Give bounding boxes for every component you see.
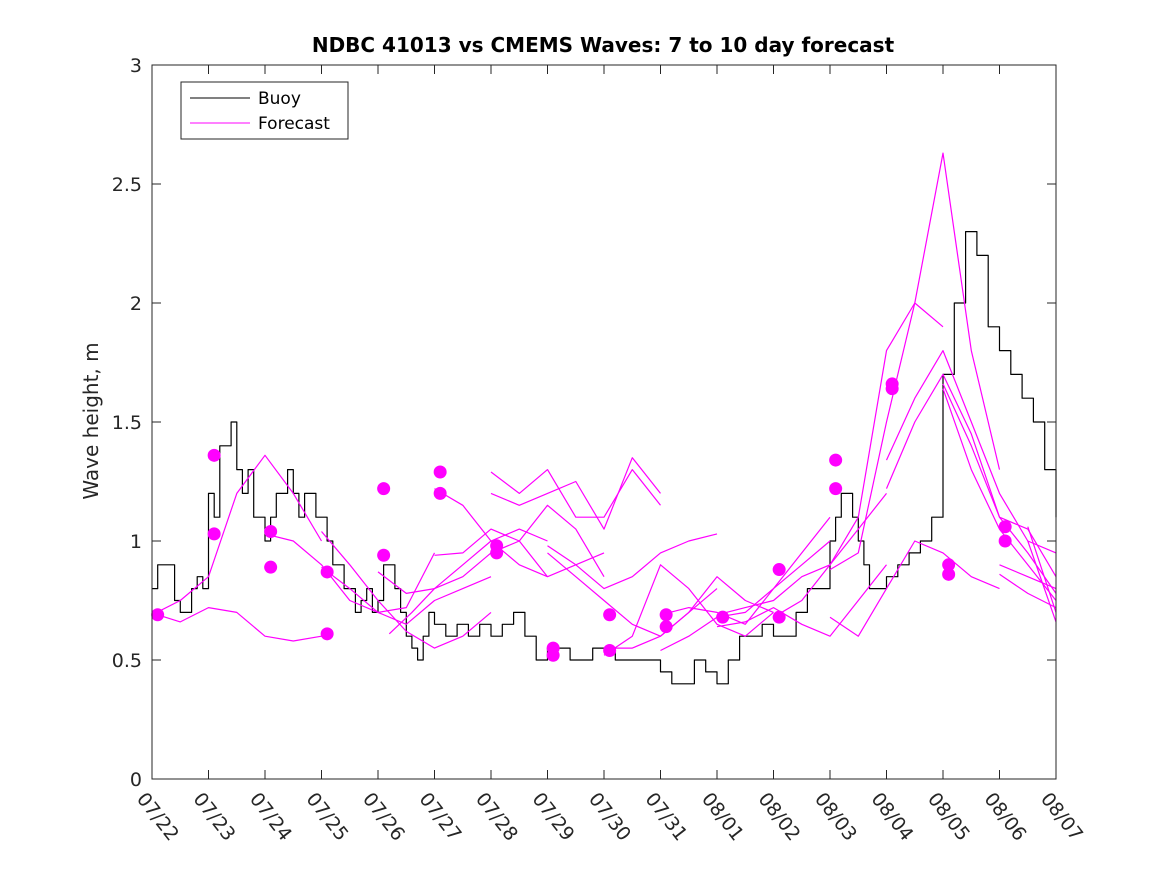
- legend: Buoy Forecast: [180, 81, 349, 140]
- x-tick-label: 08/01: [697, 789, 748, 846]
- legend-buoy-label: Buoy: [258, 89, 301, 109]
- forecast-series-line: [716, 493, 887, 616]
- forecast-series-line: [547, 533, 718, 590]
- x-tick-label: 08/06: [980, 789, 1031, 846]
- forecast-series-line: [1027, 540, 1057, 623]
- forecast-series-line: [885, 373, 1057, 578]
- forecast-start-point: [998, 534, 1012, 548]
- chart-title: NDBC 41013 vs CMEMS Waves: 7 to 10 day f…: [312, 33, 895, 57]
- x-tick-label: 08/05: [923, 789, 974, 846]
- forecast-start-point: [829, 453, 843, 467]
- forecast-series-line: [829, 540, 1000, 637]
- forecast-series-line: [603, 564, 774, 656]
- forecast-start-point: [942, 567, 956, 581]
- y-tick-label: 1.5: [112, 412, 142, 434]
- x-tick-label: 07/25: [302, 789, 353, 846]
- buoy-series-line: [152, 231, 1057, 685]
- forecast-start-point: [433, 465, 447, 479]
- x-tick-label: 08/02: [754, 789, 805, 846]
- forecast-series-line: [829, 152, 1001, 571]
- forecast-series-line: [885, 350, 1057, 554]
- forecast-start-point: [433, 486, 447, 500]
- forecast-start-point: [716, 610, 730, 624]
- forecast-series-line: [490, 457, 661, 530]
- x-tick-label: 07/23: [189, 789, 240, 846]
- forecast-series-line: [660, 516, 831, 652]
- y-tick-label: 3: [130, 55, 142, 77]
- forecast-start-point: [264, 560, 278, 574]
- y-axis-label: Wave height, m: [79, 342, 103, 499]
- forecast-start-point: [885, 382, 899, 396]
- forecast-series-line: [1027, 526, 1057, 613]
- y-tick-label: 2.5: [112, 174, 142, 196]
- x-tick-label: 07/29: [528, 789, 579, 846]
- forecast-start-point: [490, 546, 504, 560]
- forecast-start-point: [772, 563, 786, 577]
- legend-forecast-label: Forecast: [258, 114, 330, 134]
- y-tick-label: 0.5: [112, 650, 142, 672]
- plot-frame: [151, 64, 1057, 780]
- forecast-start-point: [264, 524, 278, 538]
- forecast-start-point: [603, 643, 617, 657]
- y-tick-label: 1: [130, 531, 142, 553]
- forecast-start-point: [546, 648, 560, 662]
- forecast-series-line: [264, 533, 436, 613]
- y-tick-label: 0: [130, 769, 142, 791]
- x-tick-label: 07/22: [132, 789, 183, 846]
- x-tick-label: 07/27: [415, 789, 466, 846]
- forecast-start-point: [942, 558, 956, 572]
- forecast-series-line: [434, 504, 605, 578]
- forecast-start-point: [207, 527, 221, 541]
- forecast-start-point: [207, 448, 221, 462]
- x-tick-label: 07/26: [358, 789, 409, 846]
- legend-box: [180, 81, 349, 140]
- forecast-series-line: [604, 576, 774, 649]
- forecast-series-line: [151, 454, 323, 616]
- forecast-series-line: [660, 540, 831, 625]
- forecast-series-line: [321, 531, 492, 649]
- forecast-start-point: [320, 627, 334, 641]
- forecast-series-line: [716, 564, 887, 637]
- x-tick-label: 08/03: [810, 789, 861, 846]
- forecast-start-point: [998, 520, 1012, 534]
- x-tick-label: 07/24: [245, 789, 296, 846]
- x-tick-label: 08/04: [867, 789, 918, 846]
- forecast-series-line: [157, 607, 322, 642]
- forecast-start-point: [659, 608, 673, 622]
- forecast-start-point: [829, 482, 843, 496]
- forecast-series-line: [321, 566, 492, 625]
- forecast-start-point: [377, 482, 391, 496]
- x-tick-label: 07/28: [471, 789, 522, 846]
- x-tick-label: 07/31: [641, 789, 692, 846]
- forecast-start-point: [603, 608, 617, 622]
- forecast-start-point: [659, 620, 673, 634]
- forecast-start-point: [772, 610, 786, 624]
- forecast-start-point: [151, 608, 165, 622]
- forecast-start-point: [377, 548, 391, 562]
- forecast-start-point: [320, 565, 334, 579]
- x-tick-label: 07/30: [584, 789, 635, 846]
- forecast-series-line: [377, 528, 548, 594]
- forecast-series-line: [388, 540, 548, 635]
- forecast-series-line: [999, 573, 1057, 609]
- forecast-series-line: [490, 469, 661, 518]
- x-tick-label: 08/07: [1036, 789, 1087, 846]
- forecast-series-line: [773, 302, 944, 618]
- y-tick-label: 2: [130, 293, 142, 315]
